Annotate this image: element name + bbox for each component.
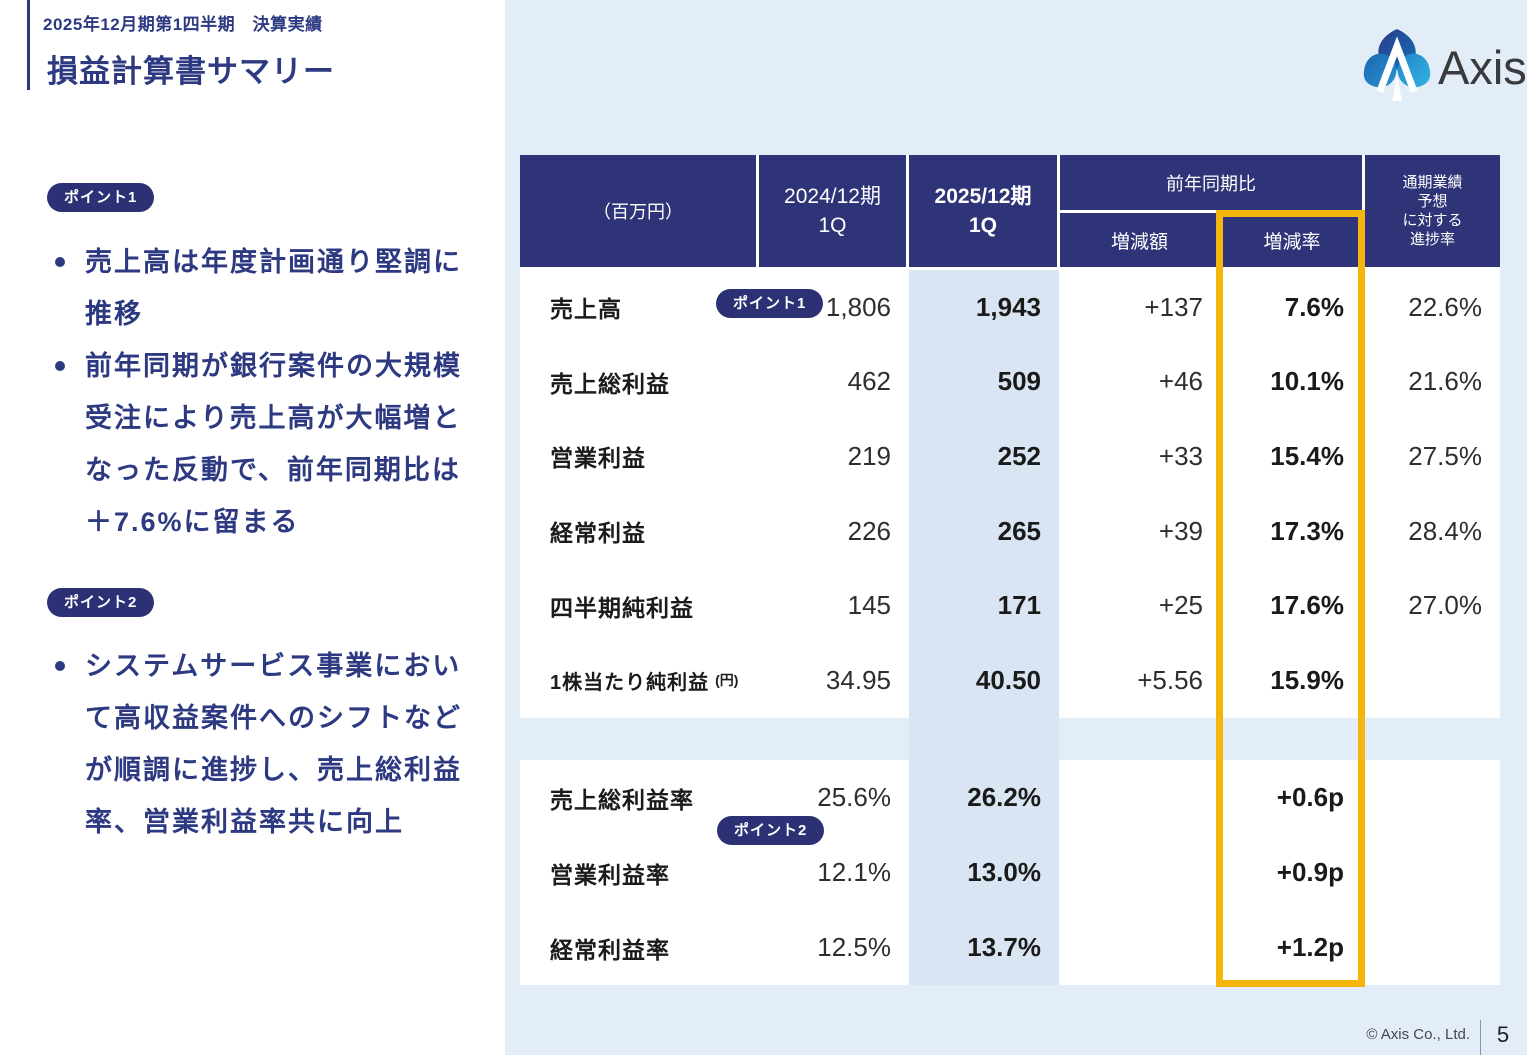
row-label-unit: (円) — [715, 672, 739, 689]
ratio-empty-cell — [1059, 910, 1221, 985]
value-diff: +5.56 — [1059, 642, 1221, 718]
value-2025: 40.50 — [975, 664, 1041, 695]
value-2025: 1,943 — [975, 291, 1041, 322]
ratio-2025: 13.0% — [967, 857, 1041, 887]
value-progress — [1362, 642, 1500, 718]
header-fy2024: 2024/12期 1Q — [759, 155, 906, 267]
ratio-empty-cell — [1362, 760, 1500, 835]
value-2024: 462 — [759, 344, 909, 420]
pl-table-header: （百万円） 2024/12期 1Q 2025/12期 1Q 前年同期比 増減額 … — [520, 155, 1500, 270]
bullet-item: 前年同期が銀行案件の大規模 受注により売上高が大幅増と なった反動で、前年同期比… — [47, 340, 477, 548]
value-progress: 27.0% — [1362, 568, 1500, 643]
page-title: 損益計算書サマリー — [47, 54, 335, 89]
ratio-empty-cell — [1362, 835, 1500, 910]
ratio-rate: +0.9p — [1221, 835, 1362, 910]
title-accent-bar — [27, 0, 30, 90]
ratio-2024: 25.6% — [759, 760, 909, 835]
value-diff: +39 — [1059, 493, 1221, 569]
footer-separator — [1480, 1020, 1481, 1055]
value-progress: 22.6% — [1362, 270, 1500, 345]
header-yoy-amount: 増減額 — [1060, 213, 1219, 267]
value-rate: 17.6% — [1221, 568, 1362, 643]
value-rate: 10.1% — [1221, 344, 1362, 420]
header-unit: （百万円） — [520, 155, 756, 267]
value-progress: 21.6% — [1362, 344, 1500, 420]
ratio-2024: 12.1% — [759, 835, 909, 910]
ratio-2025: 13.7% — [967, 932, 1041, 962]
point1-bullet-list: 売上高は年度計画通り堅調に 推移 前年同期が銀行案件の大規模 受注により売上高が… — [47, 236, 477, 548]
value-2024: 145 — [759, 568, 909, 643]
axis-logo-icon — [1363, 29, 1431, 101]
value-2025: 171 — [997, 590, 1041, 621]
value-rate: 15.9% — [1221, 642, 1362, 718]
ratio-empty-cell — [1059, 760, 1221, 835]
axis-logo-text: Axis — [1438, 40, 1527, 94]
row-label: 経常利益 — [520, 493, 759, 569]
point2-row-badge: ポイント2 — [717, 816, 825, 845]
pl-table-body: 売上高 1,806 1,943 +137 7.6% 22.6% 売上総利益 46… — [520, 270, 1500, 718]
row-label: 四半期純利益 — [520, 568, 759, 643]
value-2025: 265 — [997, 515, 1041, 546]
value-progress: 28.4% — [1362, 493, 1500, 569]
value-2025: 252 — [997, 440, 1041, 471]
value-diff: +25 — [1059, 568, 1221, 643]
value-2024: 219 — [759, 419, 909, 494]
ratio-2025: 26.2% — [967, 782, 1041, 812]
value-rate: 15.4% — [1221, 419, 1362, 494]
ratio-empty-cell — [1362, 910, 1500, 985]
bullet-item: システムサービス事業におい て高収益案件へのシフトなど が順調に進捗し、売上総利… — [47, 640, 477, 848]
footer-copyright: © Axis Co., Ltd. — [1366, 1026, 1470, 1043]
ratio-row-label: 営業利益率 — [520, 835, 759, 910]
row-label: 売上高 — [520, 270, 759, 345]
bullet-item: 売上高は年度計画通り堅調に 推移 — [47, 236, 477, 340]
point2-bullet-list: システムサービス事業におい て高収益案件へのシフトなど が順調に進捗し、売上総利… — [47, 640, 477, 848]
value-2024: 226 — [759, 493, 909, 569]
ratio-empty-cell — [1059, 835, 1221, 910]
point2-badge: ポイント2 — [47, 588, 155, 617]
company-logo: Axis — [1358, 26, 1527, 104]
header-yoy-rate: 増減率 — [1222, 213, 1362, 267]
ratio-row-label: 経常利益率 — [520, 910, 759, 985]
page-number: 5 — [1496, 1022, 1510, 1047]
value-progress: 27.5% — [1362, 419, 1500, 494]
point1-badge: ポイント1 — [47, 183, 155, 212]
value-diff: +33 — [1059, 419, 1221, 494]
slide-eyebrow: 2025年12月期第1四半期 決算実績 — [43, 15, 323, 34]
value-diff: +46 — [1059, 344, 1221, 420]
header-fy2025: 2025/12期 1Q — [909, 155, 1057, 267]
header-yoy: 前年同期比 — [1060, 155, 1362, 210]
ratio-rate: +1.2p — [1221, 910, 1362, 985]
ratio-2024: 12.5% — [759, 910, 909, 985]
value-2025: 509 — [997, 366, 1041, 397]
value-diff: +137 — [1059, 270, 1221, 345]
row-label: 1株当たり純利益 (円) — [520, 642, 759, 718]
point1-row-badge: ポイント1 — [716, 289, 824, 318]
ratio-rate: +0.6p — [1221, 760, 1362, 835]
header-progress: 通期業績 予想 に対する 進捗率 — [1365, 155, 1500, 267]
value-rate: 7.6% — [1221, 270, 1362, 345]
ratio-table-body: 売上総利益率 25.6% 26.2% +0.6p 営業利益率 12.1% 13.… — [520, 760, 1500, 985]
row-label: 売上総利益 — [520, 344, 759, 420]
value-2024: 34.95 — [759, 642, 909, 718]
value-rate: 17.3% — [1221, 493, 1362, 569]
fy2025-column-band — [909, 270, 1059, 985]
row-label: 営業利益 — [520, 419, 759, 494]
